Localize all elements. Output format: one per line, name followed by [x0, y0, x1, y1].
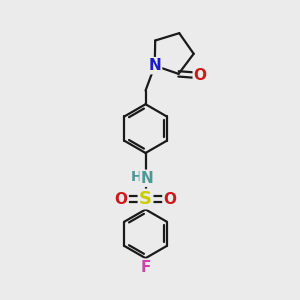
Text: H: H: [131, 170, 142, 184]
Text: O: O: [194, 68, 207, 83]
Text: O: O: [115, 191, 128, 206]
Text: F: F: [140, 260, 151, 274]
Text: S: S: [139, 190, 152, 208]
Text: O: O: [164, 191, 176, 206]
Text: N: N: [148, 58, 161, 73]
Text: N: N: [141, 171, 153, 186]
